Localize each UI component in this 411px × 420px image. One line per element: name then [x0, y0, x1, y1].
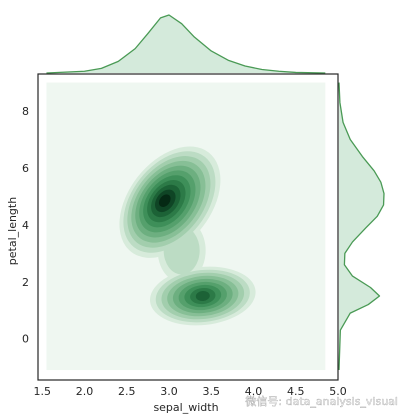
x-tick-label: 3.0 — [160, 385, 178, 398]
marginal-y-fill — [339, 82, 384, 371]
x-tick-label: 4.5 — [287, 385, 305, 398]
x-tick-label: 3.5 — [202, 385, 220, 398]
contour-upper-cluster — [158, 194, 171, 207]
watermark-text: 微信号: data_analysis_visual — [245, 394, 398, 408]
marginal-y-line — [338, 82, 385, 371]
x-axis-ticks: 1.5 2.0 2.5 3.0 3.5 4.0 4.5 5.0 — [33, 385, 346, 398]
contour-level-11 — [158, 194, 171, 207]
x-tick-label: 4.0 — [245, 385, 263, 398]
marginal-x-line — [46, 14, 326, 74]
y-tick-label: 0 — [22, 333, 29, 346]
x-axis-label: sepal_width — [153, 401, 218, 414]
marginal-x-density — [46, 14, 326, 74]
y-tick-label: 8 — [22, 105, 29, 118]
contour-lower-cluster — [195, 291, 210, 302]
y-tick-label: 2 — [22, 276, 29, 289]
x-tick-label: 1.5 — [33, 385, 51, 398]
x-tick-label: 2.0 — [76, 385, 94, 398]
y-axis-label: petal_length — [6, 197, 19, 265]
plot-frame — [37, 73, 339, 381]
kde-contours — [119, 146, 256, 326]
marginal-y-density — [338, 82, 385, 371]
x-tick-label: 5.0 — [329, 385, 347, 398]
y-tick-label: 4 — [22, 219, 29, 232]
y-axis-ticks: 0 2 4 6 8 — [22, 105, 29, 346]
main-kde-plot — [37, 73, 339, 381]
y-tick-label: 6 — [22, 162, 29, 175]
marginal-x-fill — [46, 15, 326, 73]
x-tick-label: 2.5 — [118, 385, 136, 398]
